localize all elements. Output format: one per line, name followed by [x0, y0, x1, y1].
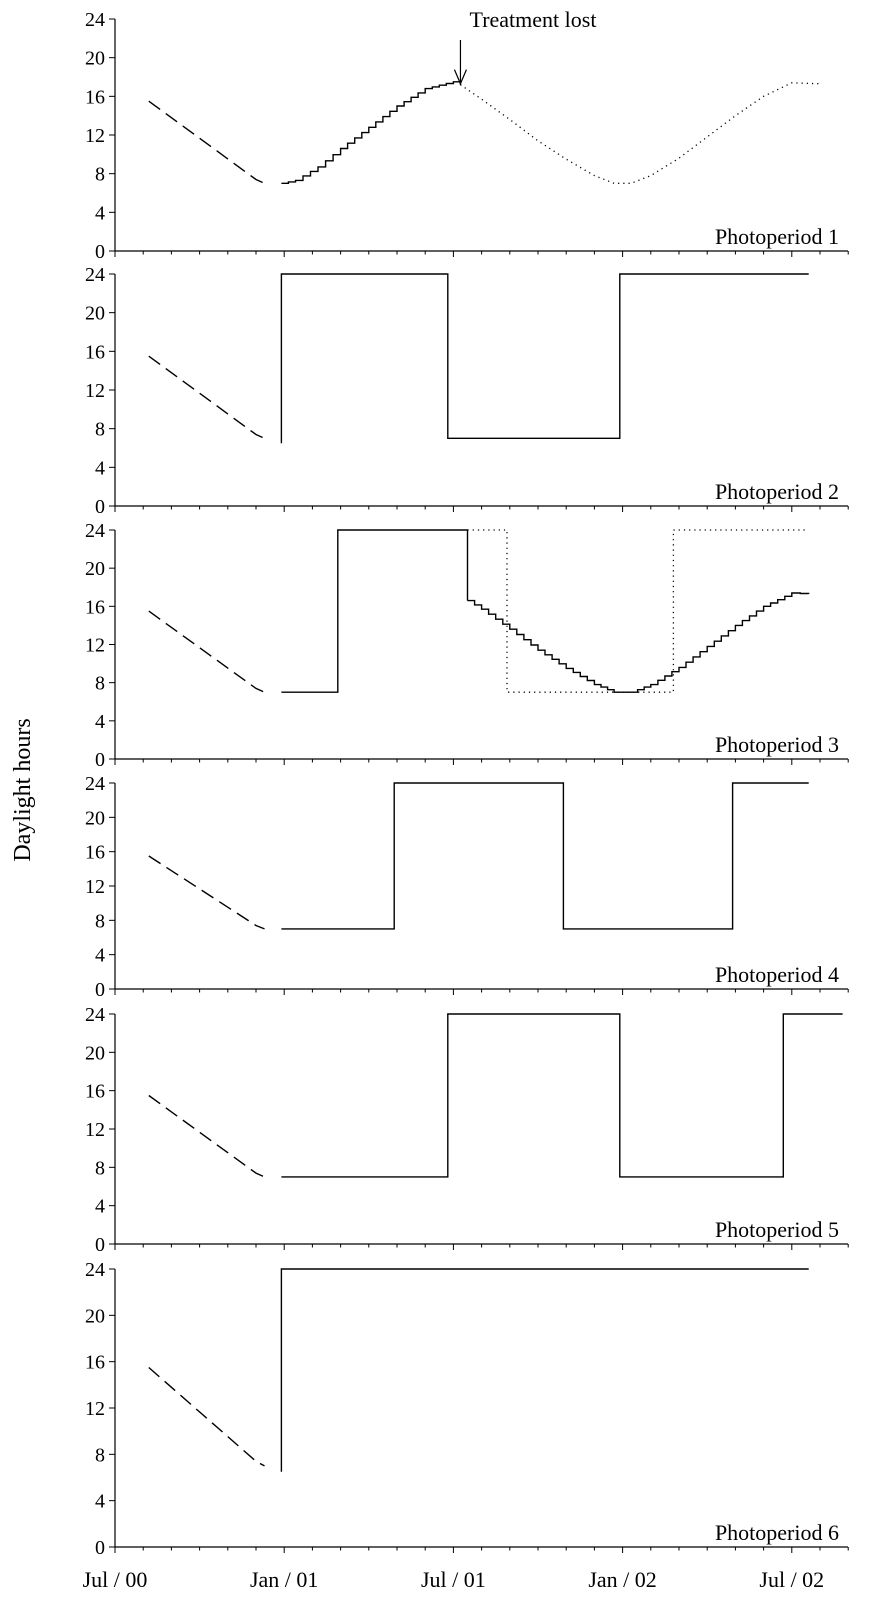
- y-tick-label: 8: [95, 1157, 105, 1179]
- y-tick-label: 24: [85, 1004, 105, 1026]
- series-line-dashed: [148, 610, 265, 693]
- y-tick-label: 8: [95, 1444, 105, 1466]
- series-line-dashed: [148, 1094, 265, 1178]
- y-tick-label: 4: [95, 711, 105, 733]
- y-tick-label: 0: [95, 1234, 105, 1256]
- y-tick-label: 0: [95, 241, 105, 263]
- series-line-dashed: [148, 855, 265, 930]
- series-line-dashed: [148, 355, 265, 439]
- x-tick-label: Jul / 00: [83, 1567, 148, 1592]
- panel-2: 0 4 8 12 16 20 24 Photoperiod 2: [85, 264, 849, 518]
- series-line-solid: [281, 1013, 843, 1178]
- panel-6: 0 4 8 12 16 20 24 Photoperiod 6: [85, 1259, 849, 1559]
- panel-title: Photoperiod 4: [715, 962, 839, 987]
- y-tick-label: 20: [85, 1042, 105, 1064]
- treatment-lost-annotation: Treatment lost: [470, 7, 597, 32]
- y-tick-label: 8: [95, 910, 105, 932]
- chart-panels: 0 4 8 12 16 20 24 Photoperiod 1 0 4 8 12 16 20 24 Photo…: [85, 9, 849, 1559]
- y-tick-label: 20: [85, 558, 105, 580]
- y-axis-label: Daylight hours: [10, 718, 36, 861]
- y-tick-label: 20: [85, 807, 105, 829]
- panel-title: Photoperiod 6: [715, 1520, 839, 1545]
- y-tick-label: 16: [85, 86, 105, 108]
- y-tick-label: 24: [85, 1259, 105, 1281]
- y-tick-label: 24: [85, 264, 105, 286]
- panel-4: 0 4 8 12 16 20 24 Photoperiod 4: [85, 773, 849, 1001]
- x-tick-labels: Jul / 00 Jan / 01 Jul / 01 Jan / 02 Jul / 02: [83, 1567, 825, 1592]
- y-tick-label: 12: [85, 876, 105, 898]
- y-tick-label: 16: [85, 1081, 105, 1103]
- y-tick-label: 12: [85, 1119, 105, 1141]
- panel-title: Photoperiod 3: [715, 732, 839, 757]
- series-line-stepped: [281, 81, 462, 184]
- y-tick-label: 16: [85, 1352, 105, 1374]
- y-tick-label: 24: [85, 520, 105, 542]
- y-tick-label: 12: [85, 125, 105, 147]
- y-tick-label: 12: [85, 380, 105, 402]
- y-tick-label: 16: [85, 596, 105, 618]
- y-tick-label: 0: [95, 749, 105, 771]
- y-tick-label: 0: [95, 979, 105, 1001]
- y-tick-label: 8: [95, 419, 105, 441]
- panel-5: 0 4 8 12 16 20 24 Photoperiod 5: [85, 1004, 849, 1256]
- y-tick-label: 20: [85, 303, 105, 325]
- y-tick-label: 20: [85, 48, 105, 70]
- y-tick-label: 16: [85, 341, 105, 363]
- series-line-solid: [280, 273, 809, 444]
- x-tick-label: Jul / 02: [759, 1567, 824, 1592]
- y-tick-label: 24: [85, 9, 105, 31]
- y-tick-label: 12: [85, 635, 105, 657]
- series-line-dashed: [148, 1366, 265, 1467]
- panel-3: 0 4 8 12 16 20 24 Photoperiod 3: [85, 520, 849, 771]
- x-tick-label: Jul / 01: [421, 1567, 486, 1592]
- y-tick-label: 20: [85, 1305, 105, 1327]
- series-line-dotted: [460, 82, 821, 184]
- panel-title: Photoperiod 5: [715, 1217, 839, 1242]
- y-tick-label: 4: [95, 945, 105, 967]
- series-line-solid: [281, 529, 469, 693]
- series-line-dashed: [148, 100, 265, 184]
- y-tick-label: 16: [85, 842, 105, 864]
- y-tick-label: 4: [95, 1196, 105, 1218]
- panel-title: Photoperiod 1: [715, 224, 839, 249]
- annotation-arrow-head: [453, 69, 468, 86]
- series-line-solid: [280, 1268, 809, 1472]
- y-tick-label: 24: [85, 773, 105, 795]
- series-line-solid: [281, 782, 809, 930]
- y-tick-label: 4: [95, 202, 105, 224]
- panel-title: Photoperiod 2: [715, 479, 839, 504]
- y-tick-label: 4: [95, 1491, 105, 1513]
- x-tick-label: Jan / 02: [588, 1567, 656, 1592]
- y-tick-label: 0: [95, 1537, 105, 1559]
- y-tick-label: 8: [95, 164, 105, 186]
- y-tick-label: 0: [95, 496, 105, 518]
- panel-1: 0 4 8 12 16 20 24 Photoperiod 1: [85, 9, 849, 263]
- x-tick-label: Jan / 01: [250, 1567, 318, 1592]
- y-tick-label: 4: [95, 457, 105, 479]
- series-line-stepped: [467, 592, 810, 693]
- y-tick-label: 12: [85, 1398, 105, 1420]
- y-tick-label: 8: [95, 673, 105, 695]
